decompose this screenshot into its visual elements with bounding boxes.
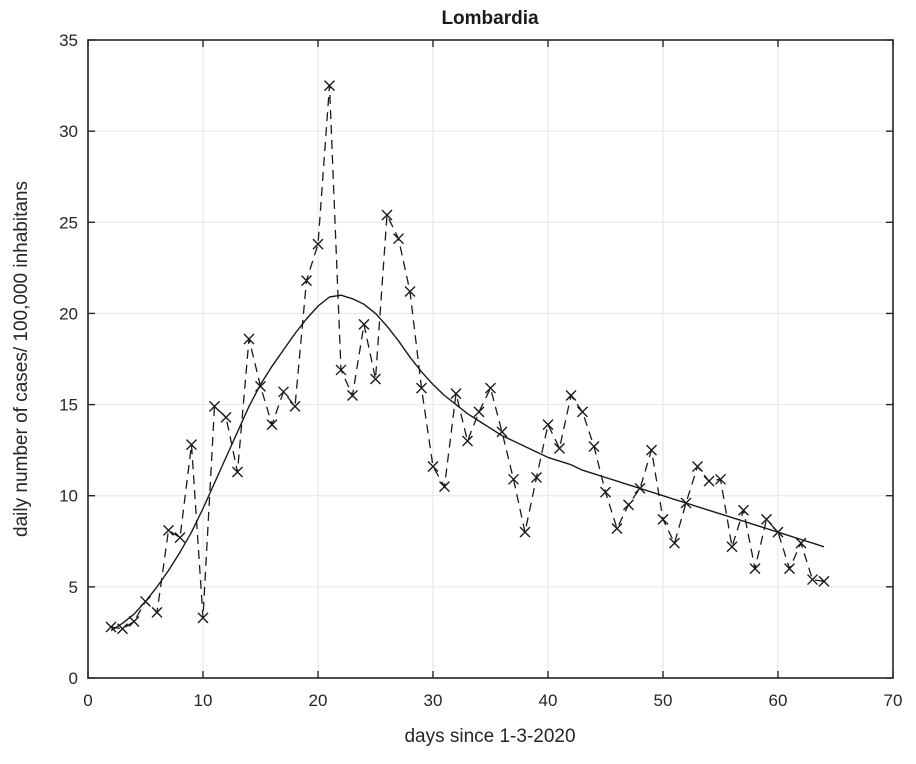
tick-label-layer: 0 10 20 30 40 50 60 70 0 5 10 15 20 25 30 35 bbox=[59, 31, 902, 710]
data-point-x-marker bbox=[565, 389, 577, 401]
data-series-dashed-line bbox=[110, 85, 825, 630]
y-tick-label: 5 bbox=[69, 578, 78, 597]
data-point-x-marker bbox=[588, 441, 600, 452]
data-point-x-marker bbox=[128, 615, 140, 627]
data-point-x-marker bbox=[266, 419, 278, 431]
data-point-x-marker bbox=[301, 275, 312, 287]
data-point-x-marker bbox=[404, 286, 416, 298]
data-point-x-marker bbox=[163, 524, 174, 536]
data-point-x-marker bbox=[692, 461, 703, 473]
data-point-x-marker bbox=[312, 238, 324, 250]
data-point-x-marker bbox=[232, 466, 243, 478]
data-point-x-marker bbox=[657, 513, 669, 525]
data-point-x-marker bbox=[818, 575, 830, 587]
axes-layer bbox=[87, 39, 894, 679]
data-point-x-marker bbox=[174, 532, 186, 544]
data-point-x-marker bbox=[519, 526, 531, 538]
data-point-x-marker bbox=[220, 411, 232, 423]
x-tick-label: 70 bbox=[884, 691, 903, 710]
x-tick-label: 50 bbox=[654, 691, 673, 710]
data-point-x-marker bbox=[496, 426, 508, 438]
data-point-x-marker bbox=[370, 373, 381, 385]
data-point-x-marker bbox=[324, 80, 335, 92]
data-point-x-marker bbox=[715, 473, 726, 485]
series-layer bbox=[105, 80, 830, 635]
data-point-x-marker bbox=[726, 541, 738, 553]
data-point-x-marker bbox=[335, 364, 347, 376]
data-point-x-marker bbox=[784, 563, 795, 575]
x-tick-label: 60 bbox=[769, 691, 788, 710]
grid-layer bbox=[88, 40, 893, 678]
data-point-x-marker bbox=[749, 563, 761, 575]
data-point-x-marker bbox=[209, 400, 220, 412]
data-point-x-marker bbox=[393, 233, 404, 245]
data-point-x-marker bbox=[416, 382, 427, 394]
x-tick-label: 0 bbox=[83, 691, 92, 710]
x-tick-label: 40 bbox=[539, 691, 558, 710]
data-point-x-marker bbox=[450, 388, 462, 400]
y-tick-label: 35 bbox=[59, 31, 78, 50]
y-axis-label: daily number of cases/ 100,000 inhabitan… bbox=[11, 181, 32, 537]
data-point-x-marker bbox=[807, 574, 818, 586]
y-tick-label: 20 bbox=[59, 304, 78, 323]
data-point-x-marker bbox=[508, 473, 519, 485]
chart-title: Lombardia bbox=[441, 8, 539, 29]
data-point-x-marker bbox=[795, 537, 807, 549]
x-tick-label: 10 bbox=[194, 691, 213, 710]
data-point-x-marker bbox=[186, 439, 197, 451]
y-tick-label: 30 bbox=[59, 122, 78, 141]
data-point-x-marker bbox=[105, 621, 117, 633]
data-point-x-marker bbox=[439, 481, 450, 493]
data-point-x-marker bbox=[462, 435, 473, 447]
data-point-x-marker bbox=[531, 471, 542, 483]
data-point-x-marker bbox=[243, 333, 255, 345]
data-point-x-marker bbox=[600, 486, 611, 498]
data-point-x-marker bbox=[473, 406, 485, 418]
fit-curve-solid-line bbox=[110, 294, 825, 632]
data-point-x-marker bbox=[611, 523, 623, 535]
data-point-x-marker bbox=[542, 419, 554, 431]
y-tick-label: 10 bbox=[59, 487, 78, 506]
x-axis-label: days since 1-3-2020 bbox=[404, 726, 575, 747]
y-tick-label: 25 bbox=[59, 213, 78, 232]
data-point-x-marker bbox=[427, 461, 439, 473]
data-point-x-marker bbox=[278, 386, 289, 398]
data-point-x-marker bbox=[554, 442, 565, 454]
data-point-x-marker bbox=[289, 400, 301, 412]
data-point-x-marker bbox=[623, 499, 634, 511]
data-point-x-marker bbox=[197, 612, 209, 624]
data-point-x-marker bbox=[646, 444, 657, 456]
y-tick-label: 0 bbox=[69, 669, 78, 688]
axis-box bbox=[87, 39, 894, 679]
data-point-x-marker bbox=[761, 513, 772, 525]
y-tick-label: 15 bbox=[59, 396, 78, 415]
data-point-x-marker bbox=[485, 382, 496, 394]
data-point-x-marker bbox=[738, 504, 749, 516]
data-point-x-marker bbox=[577, 406, 588, 418]
data-point-x-marker bbox=[347, 389, 358, 401]
data-point-x-marker bbox=[669, 537, 680, 549]
data-point-x-marker bbox=[151, 606, 163, 618]
x-tick-label: 30 bbox=[424, 691, 443, 710]
data-point-x-marker bbox=[381, 209, 393, 221]
data-point-x-marker bbox=[358, 318, 370, 330]
x-tick-label: 20 bbox=[309, 691, 328, 710]
data-point-x-marker bbox=[703, 475, 715, 487]
